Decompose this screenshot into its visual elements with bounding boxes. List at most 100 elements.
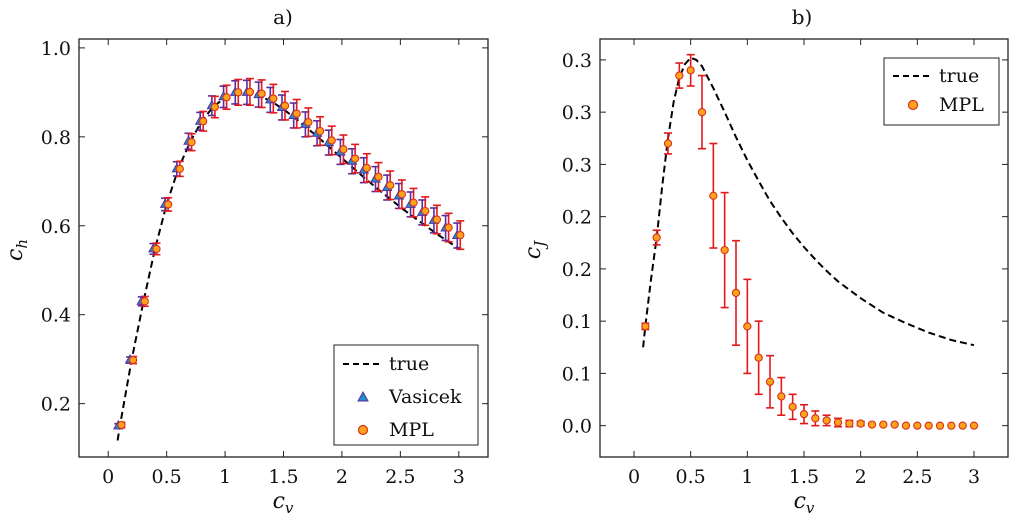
mpl-point bbox=[686, 66, 695, 75]
mpl-point bbox=[822, 416, 831, 425]
mpl-point bbox=[292, 109, 301, 118]
mpl-point bbox=[913, 421, 922, 430]
mpl-point bbox=[117, 420, 126, 430]
mpl-point bbox=[867, 420, 877, 429]
y-tick-label: 1.0 bbox=[41, 38, 71, 60]
y-tick-label: 0.1 bbox=[562, 311, 592, 333]
mpl-point bbox=[315, 126, 325, 136]
mpl-point bbox=[397, 190, 407, 199]
y-tick-label: 0.2 bbox=[562, 207, 592, 229]
panel-a-legend: true Vasicek MPL bbox=[333, 344, 479, 446]
mpl-point bbox=[199, 117, 208, 126]
mpl-point bbox=[374, 172, 383, 182]
panel-b-markers bbox=[641, 66, 979, 430]
y-tick-label: 0.8 bbox=[41, 127, 71, 149]
panel-b-legend: true MPL bbox=[883, 57, 1000, 126]
mpl-point bbox=[890, 420, 899, 429]
x-tick-label: 2.5 bbox=[902, 466, 932, 488]
mpl-point bbox=[924, 421, 933, 430]
panel-a-x-axis-label: cv bbox=[273, 489, 294, 517]
mpl-point bbox=[152, 244, 161, 254]
x-tick-label: 1 bbox=[741, 466, 753, 488]
y-tick-label: 0.3 bbox=[562, 50, 592, 72]
mpl-point bbox=[788, 402, 797, 411]
x-tick-label: 1.5 bbox=[268, 466, 298, 488]
mpl-point bbox=[652, 233, 661, 242]
y-tick-label: 0.0 bbox=[562, 416, 592, 438]
mpl-point bbox=[245, 87, 255, 97]
panel-a-ticks: 0 0.5 1 1.5 2 2.5 3 0.2 0.4 0.6 0.8 1.0 bbox=[41, 38, 488, 488]
mpl-point bbox=[935, 421, 945, 430]
y-tick-label: 0.2 bbox=[41, 394, 71, 416]
legend-b-true-label: true bbox=[939, 65, 979, 87]
mpl-point bbox=[444, 223, 453, 232]
mpl-point bbox=[187, 138, 196, 147]
panel-a: a) 0 0.5 1 1.5 2 2.5 3 0.2 0.4 0.6 0.8 1.0 cv ch tr… bbox=[3, 5, 489, 517]
panel-b-legend-box bbox=[883, 57, 1000, 126]
mpl-point bbox=[754, 353, 763, 362]
legend-true-label: true bbox=[389, 353, 429, 375]
mpl-point bbox=[128, 355, 138, 365]
x-tick-label: 1.5 bbox=[789, 466, 819, 488]
x-tick-label: 2 bbox=[855, 466, 867, 488]
mpl-point bbox=[280, 101, 290, 110]
panel-b-title: b) bbox=[792, 5, 813, 29]
x-tick-label: 0.5 bbox=[676, 466, 706, 488]
y-tick-label: 0.6 bbox=[41, 216, 71, 238]
mpl-point bbox=[709, 191, 718, 200]
mpl-point bbox=[799, 410, 809, 419]
mpl-point bbox=[409, 198, 418, 207]
mpl-point bbox=[969, 421, 979, 430]
mpl-point bbox=[697, 108, 707, 117]
x-tick-label: 3 bbox=[453, 466, 465, 488]
mpl-point bbox=[432, 215, 442, 224]
mpl-point bbox=[339, 145, 348, 154]
mpl-point bbox=[765, 377, 775, 386]
x-tick-label: 1 bbox=[219, 466, 231, 488]
mpl-point bbox=[743, 322, 752, 331]
panel-b-y-axis-label: cJ bbox=[521, 240, 549, 259]
mpl-point bbox=[163, 200, 173, 209]
mpl-point bbox=[833, 418, 843, 427]
mpl-point bbox=[257, 89, 266, 98]
legend-vasicek-label: Vasicek bbox=[388, 386, 462, 408]
panel-b-error-bars bbox=[641, 53, 865, 428]
mpl-point bbox=[901, 421, 911, 430]
x-tick-label: 0 bbox=[628, 466, 640, 488]
x-tick-label: 2 bbox=[336, 466, 348, 488]
x-tick-label: 3 bbox=[968, 466, 980, 488]
legend-b-mpl-label: MPL bbox=[939, 94, 984, 116]
mpl-point bbox=[140, 297, 149, 306]
mpl-point bbox=[777, 392, 786, 401]
y-tick-label: 0.2 bbox=[562, 259, 592, 281]
mpl-point bbox=[675, 71, 684, 80]
mpl-point bbox=[641, 322, 650, 331]
mpl-point bbox=[350, 154, 360, 163]
mpl-point bbox=[362, 163, 371, 173]
mpl-point bbox=[222, 93, 231, 102]
panel-a-y-axis-label: ch bbox=[3, 239, 31, 261]
panel-b: b) 0 0.5 1 1.5 2 2.5 3 0.0 0.1 0.1 0.2 0.2 0.3 0.3 0.3… bbox=[521, 5, 1009, 517]
x-tick-label: 0 bbox=[102, 466, 114, 488]
mpl-point bbox=[327, 136, 336, 145]
y-tick-label: 0.3 bbox=[562, 154, 592, 176]
mpl-point bbox=[811, 414, 820, 423]
mpl-point bbox=[720, 245, 729, 255]
legend-mpl-label: MPL bbox=[389, 419, 434, 441]
mpl-point bbox=[210, 102, 220, 112]
mpl-point bbox=[731, 288, 741, 298]
mpl-point bbox=[456, 230, 465, 240]
x-tick-label: 0.5 bbox=[152, 466, 182, 488]
mpl-point bbox=[958, 421, 967, 430]
mpl-point bbox=[663, 139, 673, 148]
mpl-point bbox=[234, 88, 243, 97]
legend-vasicek-marker bbox=[357, 390, 369, 402]
panel-a-legend-box bbox=[333, 344, 479, 446]
mpl-point bbox=[421, 206, 430, 216]
mpl-point bbox=[856, 419, 865, 428]
panel-b-ticks: 0 0.5 1 1.5 2 2.5 3 0.0 0.1 0.1 0.2 0.2 0.3 0.3 0.3 bbox=[562, 39, 1008, 488]
mpl-point bbox=[845, 419, 854, 428]
mpl-point bbox=[947, 421, 956, 430]
panel-a-markers bbox=[113, 86, 465, 430]
legend-b-mpl-marker bbox=[907, 99, 919, 111]
